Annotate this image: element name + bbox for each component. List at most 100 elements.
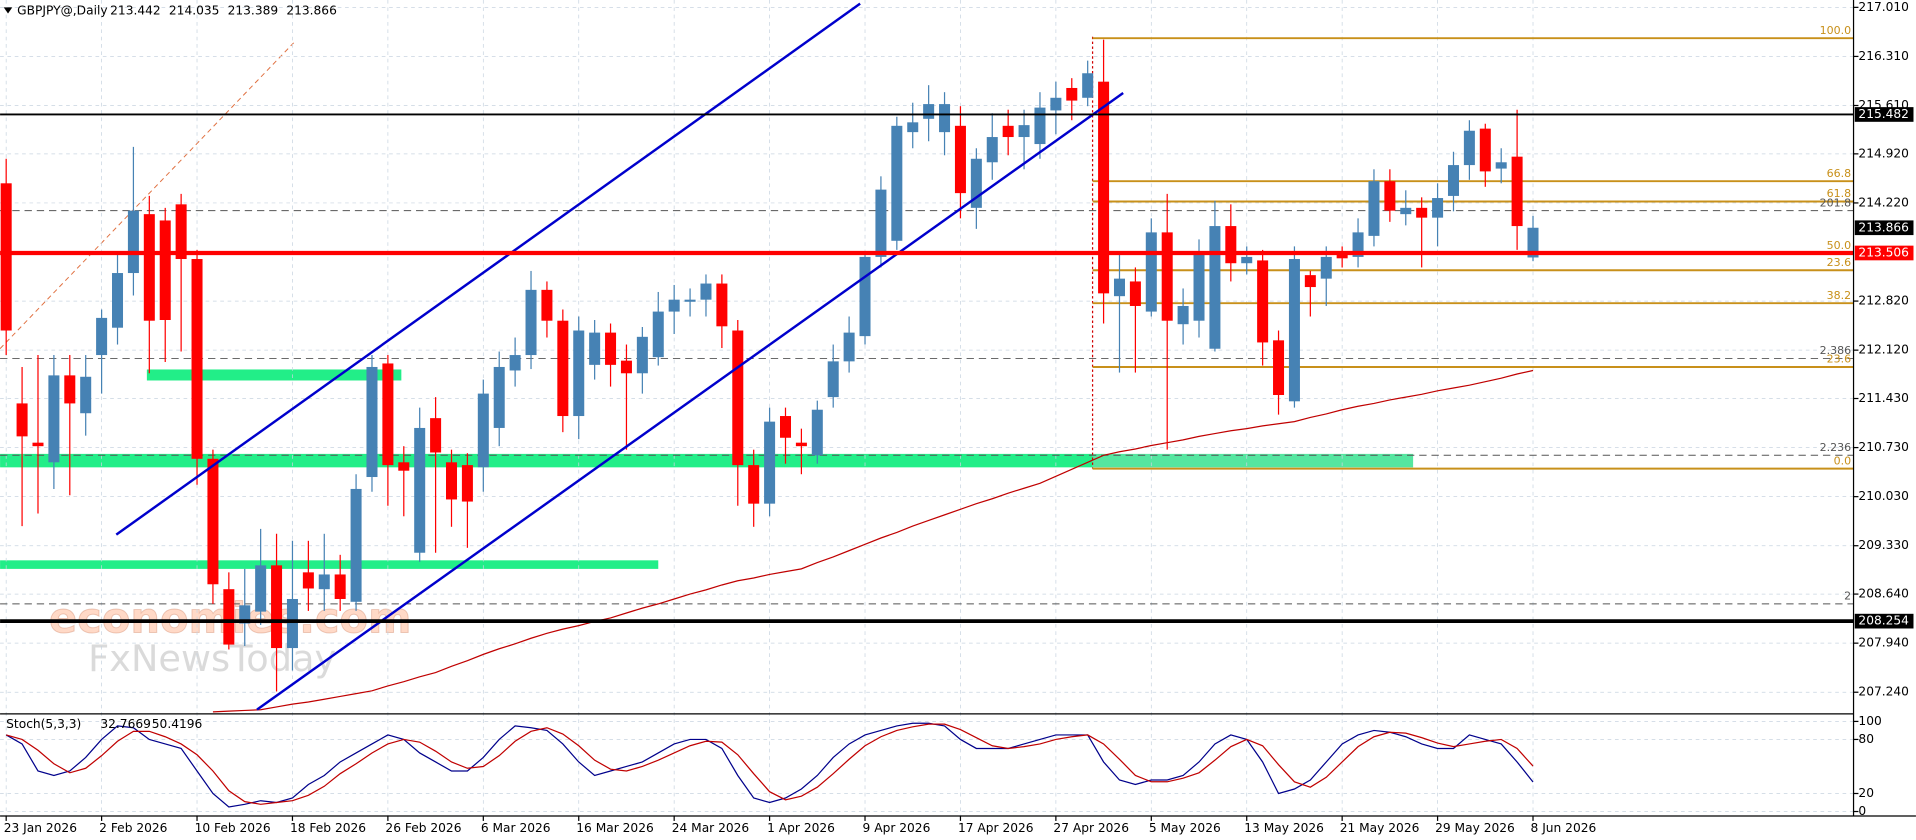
candle-body <box>1145 232 1157 312</box>
candle-body <box>509 355 521 371</box>
candle-body <box>143 214 155 321</box>
x-tick-label: 13 May 2026 <box>1244 821 1324 835</box>
x-tick-label: 26 Feb 2026 <box>385 821 461 835</box>
candle-body <box>1193 254 1205 321</box>
candle-body <box>302 572 314 589</box>
candle-body <box>318 574 330 590</box>
candle-body <box>605 332 617 365</box>
channel-line <box>115 2 861 536</box>
candle-body <box>541 289 553 321</box>
candle-body <box>525 289 537 356</box>
candle-body <box>557 320 569 417</box>
candle-body <box>334 574 346 599</box>
y-tick-label: 210.030 <box>1858 489 1909 503</box>
candle-body <box>652 311 664 358</box>
candle-body <box>811 409 823 456</box>
candle-body <box>1320 256 1332 279</box>
y-tick-label: 208.640 <box>1858 587 1909 601</box>
candle-body <box>366 366 378 478</box>
y-tick-label: 211.430 <box>1858 391 1909 405</box>
candle-body <box>684 299 696 302</box>
candle-body <box>0 183 12 331</box>
candle-body <box>207 458 219 585</box>
candle-body <box>255 565 267 612</box>
candle-body <box>764 421 776 504</box>
candle-body <box>1273 340 1285 396</box>
candle-body <box>1527 227 1539 258</box>
fib-label: 2.236 <box>1820 441 1852 454</box>
x-tick-label: 1 Apr 2026 <box>767 821 835 835</box>
ohlc-high: 214.035 <box>169 4 220 18</box>
candle-body <box>112 273 124 328</box>
candle-body <box>191 259 203 459</box>
price-box <box>1854 220 1914 236</box>
fib-label: 50.0 <box>1827 239 1852 252</box>
candle-body <box>1034 107 1046 145</box>
trend-line <box>0 42 295 350</box>
price-box-label: 213.506 <box>1858 245 1909 259</box>
candle-body <box>1416 207 1428 218</box>
candle-body <box>477 393 489 468</box>
x-tick-label: 23 Jan 2026 <box>4 821 77 835</box>
candle-body <box>1161 232 1173 321</box>
plot <box>0 39 1854 812</box>
ohlc-close: 213.866 <box>286 4 337 18</box>
candle-body <box>1002 125 1014 138</box>
indicator-value: 50.4196 <box>152 717 203 731</box>
fib-label: 23.6 <box>1827 256 1852 269</box>
candle-body <box>159 220 171 321</box>
y-tick-label: 100 <box>1858 714 1881 728</box>
watermark: FxNewsToday <box>88 637 336 680</box>
y-tick-label: 210.730 <box>1858 440 1909 454</box>
candle-body <box>939 104 951 133</box>
candle-body <box>430 418 442 453</box>
candle-body <box>1352 232 1364 257</box>
support-zone <box>0 453 1093 468</box>
candle-body <box>1400 207 1412 215</box>
channel-line <box>256 91 1124 711</box>
candle-body <box>48 375 60 463</box>
candle-body <box>127 210 139 274</box>
candle-body <box>748 465 760 504</box>
candle-body <box>350 488 362 602</box>
candle-body <box>175 204 187 260</box>
candle-body <box>223 589 235 645</box>
candle-body <box>1066 87 1078 101</box>
x-tick-label: 10 Feb 2026 <box>195 821 271 835</box>
x-tick-label: 5 May 2026 <box>1149 821 1221 835</box>
candle-body <box>16 403 28 437</box>
candle-body <box>1432 198 1444 218</box>
y-tick-label: 207.240 <box>1858 685 1909 699</box>
candle-body <box>620 360 632 374</box>
indicator-value: 32.7669 <box>100 717 151 731</box>
candle-body <box>859 256 871 337</box>
candle-body <box>1257 260 1269 343</box>
candle-body <box>923 104 935 119</box>
fib-label: 23.6 <box>1827 353 1852 366</box>
candle-body <box>779 416 792 438</box>
candle-body <box>907 122 919 133</box>
candle-body <box>986 137 998 163</box>
y-tick-label: 212.120 <box>1858 343 1909 357</box>
candle-body <box>795 442 807 447</box>
stoch-line <box>5 722 1534 808</box>
candle-body <box>875 189 887 257</box>
candle-body <box>732 330 744 466</box>
x-tick-label: 2 Feb 2026 <box>99 821 167 835</box>
y-tick-label: 0 <box>1858 804 1866 818</box>
support-zone <box>0 560 659 569</box>
support-zone <box>146 369 402 381</box>
candle-body <box>1495 162 1507 169</box>
x-tick-label: 17 Apr 2026 <box>958 821 1034 835</box>
candle-body <box>1177 305 1189 325</box>
candle-body <box>1209 226 1221 349</box>
candle-body <box>445 462 458 500</box>
candle-body <box>589 332 601 365</box>
x-tick-label: 8 Jun 2026 <box>1531 821 1597 835</box>
candle-body <box>493 366 505 428</box>
candle-body <box>891 125 903 241</box>
candle-body <box>414 427 426 553</box>
y-tick-label: 214.220 <box>1858 195 1909 209</box>
price-box-label: 208.254 <box>1858 614 1909 628</box>
moving-average <box>212 369 1534 713</box>
